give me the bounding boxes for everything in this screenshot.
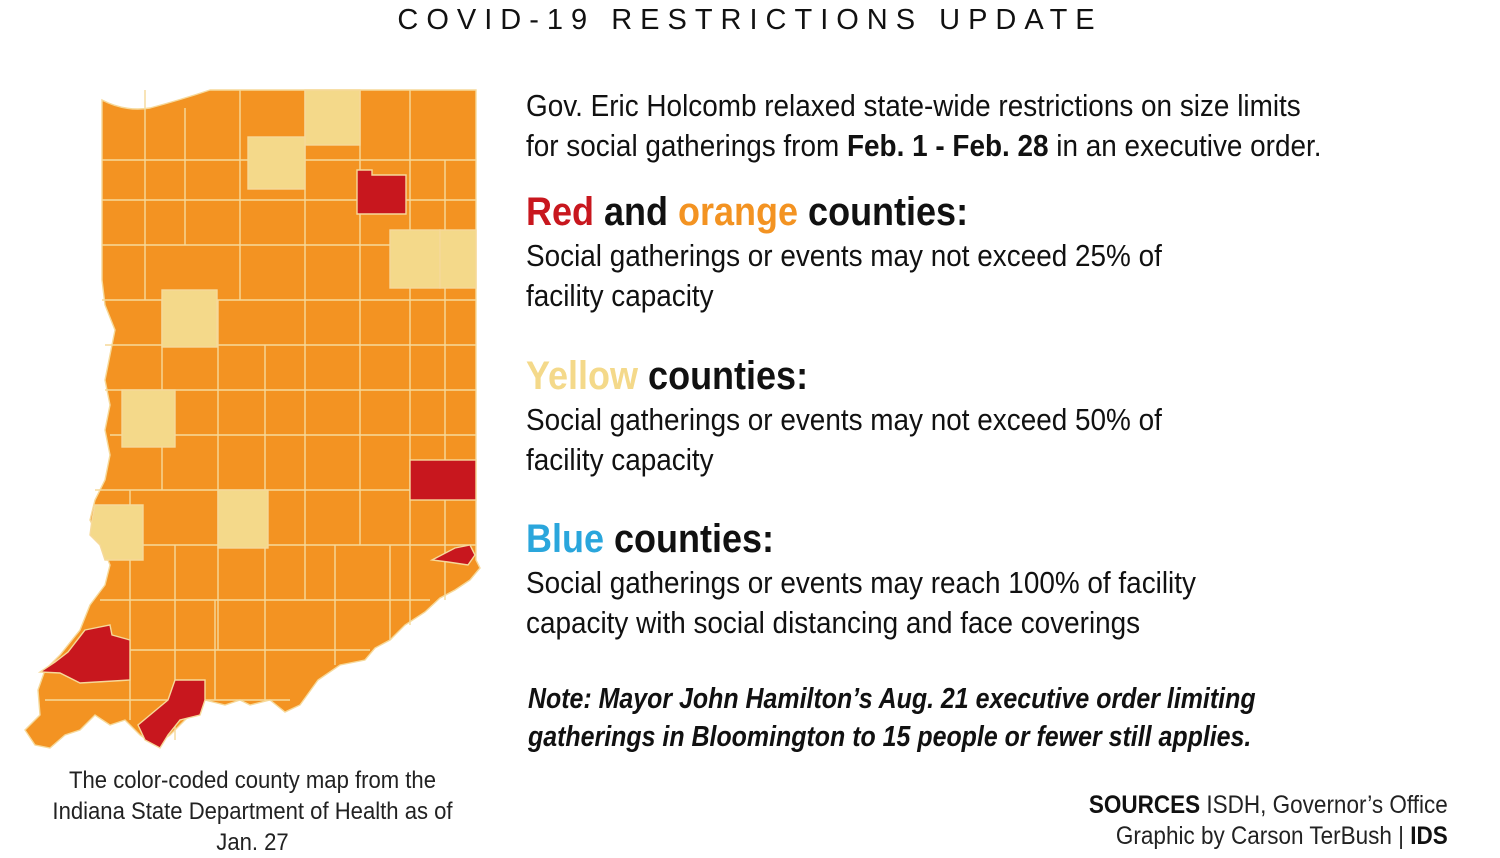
intro-text-end: in an executive order. bbox=[1048, 128, 1322, 163]
intro-line-2: for social gatherings from Feb. 1 - Feb.… bbox=[526, 126, 1390, 166]
heading-counties: counties: bbox=[638, 354, 809, 398]
section-heading: Red and orange counties: bbox=[526, 188, 1390, 236]
heading-counties: counties: bbox=[604, 517, 775, 561]
map-caption: The color-coded county map from the Indi… bbox=[39, 765, 467, 858]
heading-yellow-word: Yellow bbox=[526, 354, 639, 398]
county-yellow bbox=[89, 504, 144, 561]
note-line-2: gatherings in Bloomington to 15 people o… bbox=[528, 721, 1252, 753]
heading-orange-word: orange bbox=[678, 190, 799, 234]
county-red bbox=[429, 544, 476, 566]
intro-paragraph: Gov. Eric Holcomb relaxed state-wide res… bbox=[526, 86, 1390, 166]
credit-line: Graphic by Carson TerBush | IDS bbox=[1089, 821, 1448, 852]
credit-org: IDS bbox=[1410, 822, 1448, 850]
section-heading: Blue counties: bbox=[526, 515, 1390, 563]
sources-text: ISDH, Governor’s Office bbox=[1200, 791, 1448, 819]
county-yellow bbox=[304, 89, 361, 146]
caption-line-3: Jan. 27 bbox=[216, 829, 289, 856]
section-body: Social gatherings or events may not exce… bbox=[526, 400, 1390, 480]
county-yellow bbox=[161, 289, 218, 348]
intro-line-1: Gov. Eric Holcomb relaxed state-wide res… bbox=[526, 88, 1301, 123]
county-borders bbox=[45, 90, 476, 740]
county-yellow bbox=[389, 229, 441, 289]
section-blue: Blue counties: Social gatherings or even… bbox=[526, 515, 1390, 643]
county-red bbox=[37, 624, 131, 684]
sources-credit: SOURCES ISDH, Governor’s Office Graphic … bbox=[1089, 790, 1448, 852]
body-line-2: capacity with social distancing and face… bbox=[526, 605, 1141, 640]
note-line-1: Note: Mayor John Hamilton’s Aug. 21 exec… bbox=[528, 683, 1256, 715]
red-counties bbox=[37, 169, 477, 749]
county-yellow bbox=[217, 489, 269, 549]
section-body: Social gatherings or events may not exce… bbox=[526, 236, 1390, 316]
section-red-orange: Red and orange counties: Social gatherin… bbox=[526, 188, 1390, 316]
county-red bbox=[137, 679, 206, 749]
sources-line: SOURCES ISDH, Governor’s Office bbox=[1089, 790, 1448, 821]
county-red bbox=[356, 169, 407, 215]
intro-text: for social gatherings from bbox=[526, 128, 847, 163]
sources-label: SOURCES bbox=[1089, 791, 1201, 819]
page-title: COVID-19 RESTRICTIONS UPDATE bbox=[397, 4, 1103, 36]
body-line-2: facility capacity bbox=[526, 442, 714, 477]
body-line-2: facility capacity bbox=[526, 278, 714, 313]
section-body: Social gatherings or events may reach 10… bbox=[526, 563, 1390, 643]
county-red bbox=[409, 459, 477, 501]
county-yellow bbox=[439, 229, 477, 289]
credit-text: Graphic by Carson TerBush | bbox=[1116, 822, 1411, 850]
note: Note: Mayor John Hamilton’s Aug. 21 exec… bbox=[528, 680, 1256, 756]
caption-line-1: The color-coded county map from the bbox=[69, 767, 436, 794]
body-line-1: Social gatherings or events may not exce… bbox=[526, 238, 1162, 273]
heading-blue-word: Blue bbox=[526, 517, 605, 561]
body-line-1: Social gatherings or events may reach 10… bbox=[526, 565, 1196, 600]
date-range: Feb. 1 - Feb. 28 bbox=[846, 128, 1049, 163]
heading-and: and bbox=[594, 190, 679, 234]
indiana-county-map bbox=[24, 89, 481, 749]
caption-line-2: Indiana State Department of Health as of bbox=[52, 798, 453, 825]
section-heading: Yellow counties: bbox=[526, 352, 1390, 400]
section-yellow: Yellow counties: Social gatherings or ev… bbox=[526, 352, 1390, 480]
county-yellow bbox=[121, 389, 176, 448]
body-line-1: Social gatherings or events may not exce… bbox=[526, 402, 1162, 437]
yellow-counties bbox=[89, 89, 477, 561]
county-yellow bbox=[247, 136, 306, 190]
heading-red-word: Red bbox=[526, 190, 595, 234]
heading-counties: counties: bbox=[798, 190, 969, 234]
